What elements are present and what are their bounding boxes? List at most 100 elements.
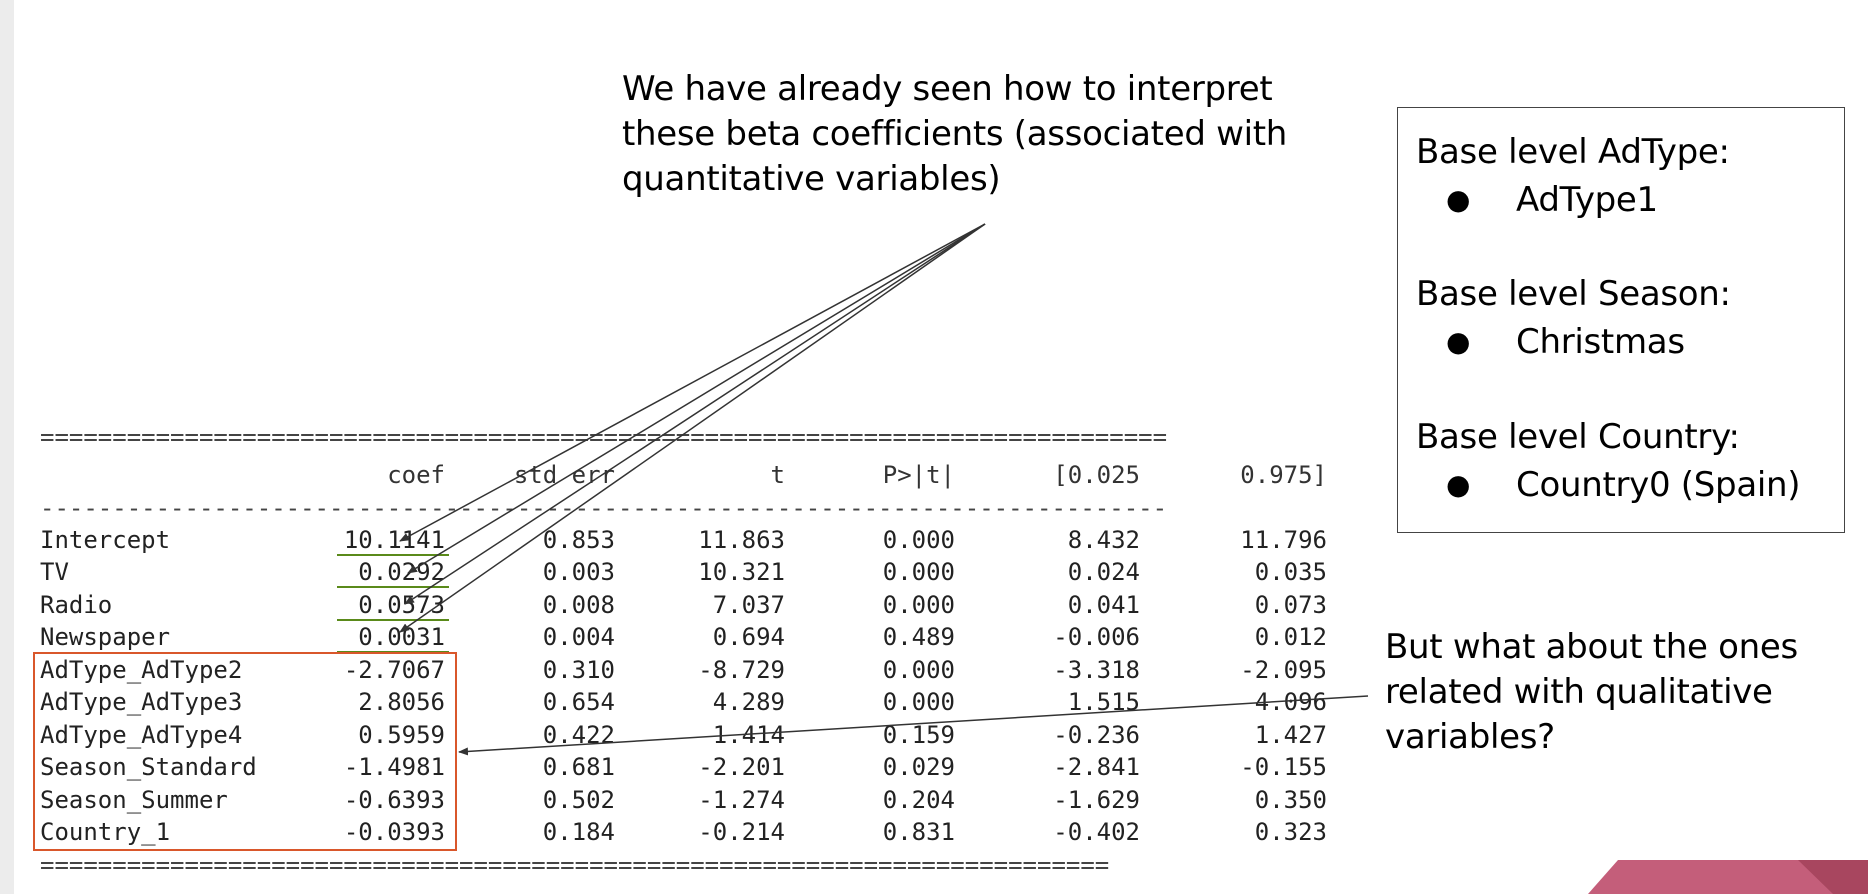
- base-level-value: AdType1: [1516, 180, 1658, 220]
- value-cell-6: -0.155: [1240, 753, 1327, 781]
- corner-shape-dark: [1798, 860, 1868, 894]
- table-header-row: coef std err t P>|t| [0.025 0.975]: [40, 459, 1340, 492]
- value-cell-6: 0.323: [1254, 818, 1327, 846]
- value-cell-3: -1.274: [698, 785, 785, 814]
- value-cell-6: 0.012: [1254, 623, 1327, 651]
- value-cell-4: 0.489: [882, 623, 955, 651]
- variable-name-cell: AdType_AdType4: [40, 720, 243, 749]
- coef-underline: [337, 553, 449, 556]
- value-cell-6: 1.427: [1254, 720, 1327, 749]
- value-cell-1: 2.8056: [358, 688, 445, 716]
- value-cell-1: 0.5959: [358, 720, 445, 749]
- value-cell-6: 0.350: [1254, 785, 1327, 814]
- column-header: coef: [387, 461, 445, 489]
- variable-name-cell: Intercept: [40, 525, 171, 554]
- table-rule-top: ========================================…: [40, 425, 1168, 449]
- table-row: TV 0.0292 0.003 10.321 0.000 0.024 0.035: [40, 556, 1340, 589]
- arrow-to-intercept: [399, 223, 986, 542]
- table-row: AdType_AdType2 -2.7067 0.310 -8.729 0.000 -3.…: [40, 654, 1340, 687]
- arrow-to-newspaper: [399, 223, 986, 633]
- variable-name-cell: TV: [40, 558, 69, 586]
- arrow-to-radio: [404, 223, 986, 605]
- table-row: Season_Summer -0.6393 0.502 -1.274 0.204 -1.6…: [40, 784, 1340, 817]
- corner-decoration: [1588, 860, 1868, 894]
- value-cell-5: 0.024: [1067, 558, 1140, 586]
- value-cell-2: 0.654: [542, 688, 615, 716]
- base-level-item: ● Christmas: [1416, 318, 1731, 366]
- table-row: Intercept 10.1141 0.853 11.863 0.000 8.432 11.…: [40, 524, 1340, 557]
- table-row: AdType_AdType40.59590.4221.4140.159-0.23…: [40, 719, 1340, 752]
- table-body: Intercept 10.1141 0.853 11.863 0.000 8.432 11.…: [40, 524, 1340, 849]
- table-row: Newspaper 0.0031 0.004 0.694 0.489 -0.006 0.01…: [40, 621, 1340, 654]
- base-level-item: ● Country0 (Spain): [1416, 461, 1801, 509]
- corner-shape-light: [1588, 860, 1868, 894]
- base-levels-box: Base level AdType: ● AdType1 Base level S…: [1397, 107, 1845, 533]
- value-cell-5: -0.236: [1053, 720, 1140, 749]
- bullet-icon: ●: [1446, 468, 1471, 501]
- arrow-to-qualitative: [458, 695, 1369, 756]
- value-cell-6: 11.796: [1240, 525, 1327, 554]
- value-cell-2: 0.004: [542, 623, 615, 651]
- value-cell-1: -1.4981: [343, 753, 445, 781]
- base-level-heading: Base level Season:: [1416, 274, 1731, 314]
- bottom-annotation: But what about the ones related with qua…: [1385, 627, 1798, 757]
- value-cell-5: -0.006: [1053, 623, 1140, 651]
- base-level-value: Country0 (Spain): [1516, 465, 1801, 505]
- column-header: std err: [513, 461, 615, 489]
- value-cell-1: -2.7067: [343, 655, 445, 684]
- variable-name-cell: Season_Summer: [40, 785, 228, 814]
- value-cell-3: 0.694: [712, 623, 785, 651]
- value-cell-1: -0.6393: [343, 785, 445, 814]
- value-cell-5: -0.402: [1053, 818, 1140, 846]
- base-level-heading: Base level Country:: [1416, 417, 1740, 457]
- base-level-country: Base level Country: ● Country0 (Spain): [1416, 413, 1801, 509]
- slide-left-edge: [0, 0, 14, 894]
- value-cell-6: -2.095: [1240, 655, 1327, 684]
- column-header: t: [770, 461, 785, 489]
- top-annotation: We have already seen how to interpret th…: [622, 69, 1288, 199]
- table-row: AdType_AdType3 2.8056 0.654 4.289 0.000 1.515…: [40, 686, 1340, 719]
- value-cell-4: 0.000: [882, 558, 955, 586]
- value-cell-2: 0.681: [542, 753, 615, 781]
- table-row: Season_Standard -1.4981 0.681 -2.201 0.029 -2…: [40, 751, 1340, 784]
- value-cell-4: 0.831: [882, 818, 955, 846]
- column-header: 0.975]: [1240, 461, 1327, 489]
- value-cell-4: 0.029: [882, 753, 955, 781]
- column-header: [0.025: [1053, 461, 1140, 489]
- value-cell-1: 0.0292: [358, 558, 445, 586]
- value-cell-2: 0.008: [542, 590, 615, 619]
- value-cell-3: 11.863: [698, 525, 785, 554]
- value-cell-5: -2.841: [1053, 753, 1140, 781]
- bullet-icon: ●: [1446, 325, 1471, 358]
- regression-table: ========================================…: [40, 425, 1340, 877]
- variable-name-cell: Radio: [40, 590, 113, 619]
- coef-underline: [337, 618, 449, 621]
- table-rule-mid: ----------------------------------------…: [40, 495, 1168, 520]
- value-cell-3: -2.201: [698, 753, 785, 781]
- value-cell-4: 0.000: [882, 590, 955, 619]
- variable-name-cell: Newspaper: [40, 623, 171, 651]
- base-level-heading: Base level AdType:: [1416, 132, 1730, 172]
- base-level-season: Base level Season: ● Christmas: [1416, 270, 1731, 366]
- value-cell-5: 0.041: [1067, 590, 1140, 619]
- table-row: Country_1 -0.0393 0.184 -0.214 0.831 -0.402 0.…: [40, 816, 1340, 849]
- arrow-to-tv: [407, 223, 986, 574]
- value-cell-3: 7.037: [712, 590, 785, 619]
- base-level-adtype: Base level AdType: ● AdType1: [1416, 128, 1730, 224]
- table-row: Radio 0.0573 0.008 7.037 0.000 0.041 0.073: [40, 589, 1340, 622]
- value-cell-5: 8.432: [1067, 525, 1140, 554]
- variable-name-cell: Season_Standard: [40, 753, 257, 781]
- value-cell-4: 0.000: [882, 688, 955, 716]
- value-cell-2: 0.310: [542, 655, 615, 684]
- value-cell-2: 0.502: [542, 785, 615, 814]
- base-level-item: ● AdType1: [1416, 176, 1730, 224]
- qualitative-highlight-box: [33, 652, 457, 851]
- value-cell-4: 0.000: [882, 525, 955, 554]
- value-cell-4: 0.000: [882, 655, 955, 684]
- variable-name-cell: Country_1: [40, 818, 171, 846]
- bullet-icon: ●: [1446, 183, 1471, 216]
- value-cell-2: 0.003: [542, 558, 615, 586]
- value-cell-4: 0.204: [882, 785, 955, 814]
- base-level-value: Christmas: [1516, 322, 1685, 362]
